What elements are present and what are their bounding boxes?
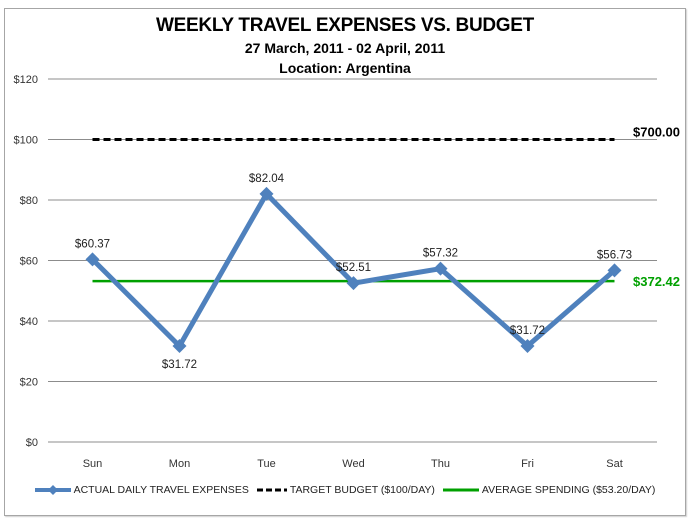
x-axis-tick-label: Thu xyxy=(431,458,450,470)
chart-legend: ACTUAL DAILY TRAVEL EXPENSES TARGET BUDGE… xyxy=(0,484,690,496)
data-point-label: $31.72 xyxy=(162,359,197,371)
data-point-marker xyxy=(259,186,274,201)
y-axis-tick-label: $80 xyxy=(20,195,38,207)
legend-label: AVERAGE SPENDING ($53.20/DAY) xyxy=(481,484,656,496)
data-point-marker xyxy=(433,261,448,276)
chart-title: WEEKLY TRAVEL EXPENSES VS. BUDGET xyxy=(156,15,534,36)
y-axis-tick-label: $0 xyxy=(26,437,38,449)
data-point-label: $31.72 xyxy=(510,325,545,337)
actual-expenses-legend-icon xyxy=(34,485,71,495)
chart-subtitle-dates: 27 March, 2011 - 02 April, 2011 xyxy=(244,40,446,56)
legend-item: AVERAGE SPENDING ($53.20/DAY) xyxy=(442,484,656,496)
y-axis-tick-label: $20 xyxy=(20,377,38,389)
x-axis-tick-label: Fri xyxy=(521,458,534,470)
x-axis-tick-label: Tue xyxy=(257,458,276,470)
legend-item: TARGET BUDGET ($100/DAY) xyxy=(256,484,435,496)
average-spending-legend-icon xyxy=(442,488,479,492)
chart-title-block: WEEKLY TRAVEL EXPENSES VS. BUDGET 27 Mar… xyxy=(0,14,690,78)
target-budget-total-label: $700.00 xyxy=(633,125,680,140)
data-point-marker xyxy=(607,263,622,278)
chart-frame xyxy=(4,8,686,516)
legend-label: ACTUAL DAILY TRAVEL EXPENSES xyxy=(73,484,249,496)
y-axis-tick-label: $100 xyxy=(14,135,38,147)
data-point-marker xyxy=(520,339,535,354)
legend-label: TARGET BUDGET ($100/DAY) xyxy=(289,484,435,496)
target-budget-legend-icon xyxy=(256,488,287,492)
legend-item: ACTUAL DAILY TRAVEL EXPENSES xyxy=(34,484,249,496)
x-axis-tick-label: Wed xyxy=(342,458,364,470)
average-spending-total-label: $372.42 xyxy=(633,274,680,289)
y-axis-tick-label: $120 xyxy=(14,74,38,86)
data-point-marker xyxy=(85,252,100,267)
data-point-marker xyxy=(172,339,187,354)
y-axis-tick-label: $40 xyxy=(20,316,38,328)
data-point-label: $56.73 xyxy=(597,249,632,261)
data-point-label: $57.32 xyxy=(423,248,458,260)
x-axis-tick-label: Mon xyxy=(169,458,190,470)
data-point-label: $60.37 xyxy=(75,238,110,250)
x-axis-tick-label: Sat xyxy=(606,458,623,470)
data-point-label: $52.51 xyxy=(336,262,371,274)
data-point-marker xyxy=(346,276,361,291)
chart-subtitle-location: Location: Argentina xyxy=(279,60,411,76)
x-axis-tick-label: Sun xyxy=(83,458,103,470)
y-axis-tick-label: $60 xyxy=(20,256,38,268)
data-point-label: $82.04 xyxy=(249,173,285,185)
